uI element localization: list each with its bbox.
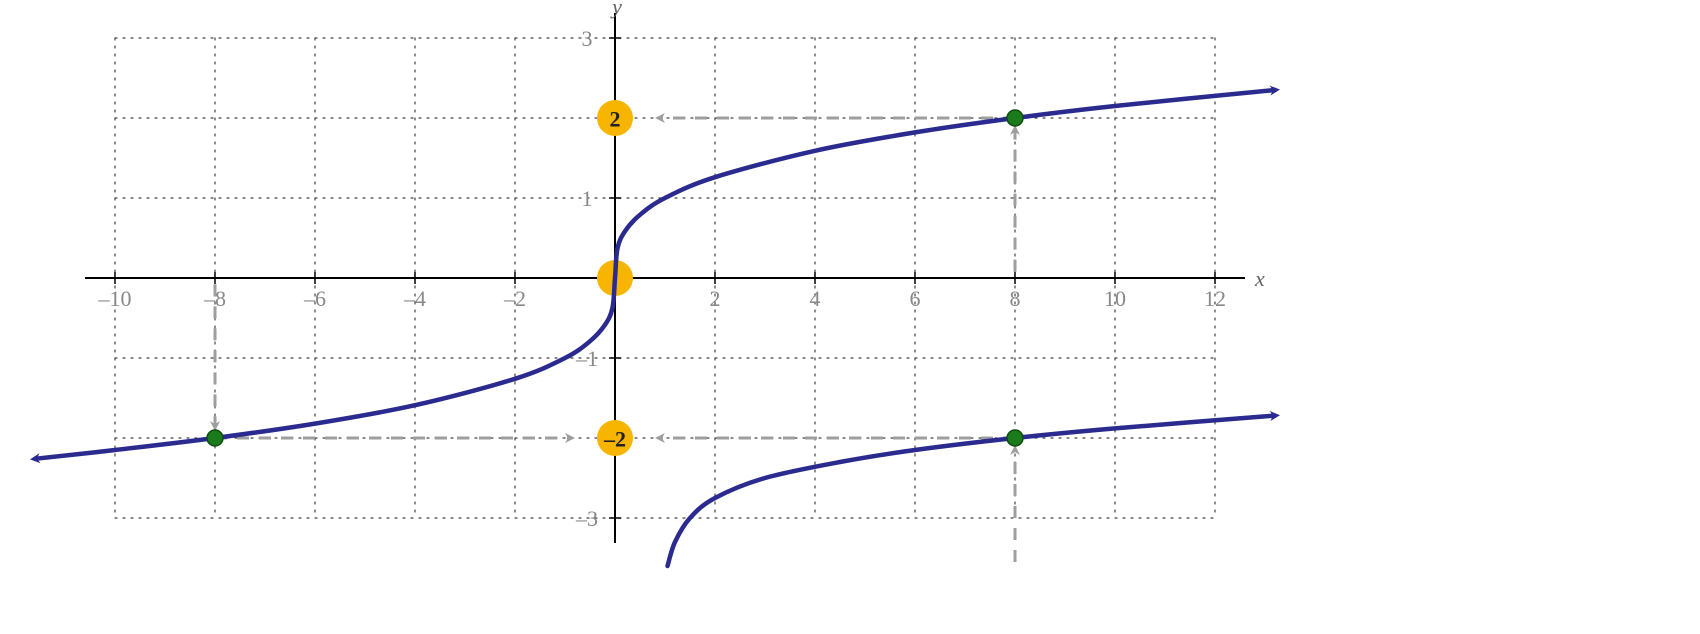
x-tick-label: 2 [710,286,721,311]
y-axis-label: y [610,0,622,19]
x-tick-label: 12 [1204,286,1226,311]
x-tick-label: –6 [303,286,326,311]
x-tick-label: 4 [810,286,821,311]
chart-svg: –10–8–6–4–224681012–3–113xy2–2 [0,0,1700,634]
x-tick-label: 8 [1010,286,1021,311]
x-tick-label: 6 [910,286,921,311]
cube-root-chart: –10–8–6–4–224681012–3–113xy2–2 [0,0,1700,634]
plotted-point [1007,110,1023,126]
x-tick-label: –10 [98,286,132,311]
x-tick-label: 10 [1104,286,1126,311]
plotted-point [1007,430,1023,446]
y-tick-label: 1 [582,186,593,211]
y-tick-label: 3 [582,26,593,51]
x-axis-label: x [1254,266,1265,291]
y-tick-label: –3 [575,506,598,531]
y-highlight-label: 2 [610,107,621,132]
plotted-point [207,430,223,446]
y-highlight-label: –2 [603,427,626,452]
x-tick-label: –2 [503,286,526,311]
x-tick-label: –4 [403,286,426,311]
